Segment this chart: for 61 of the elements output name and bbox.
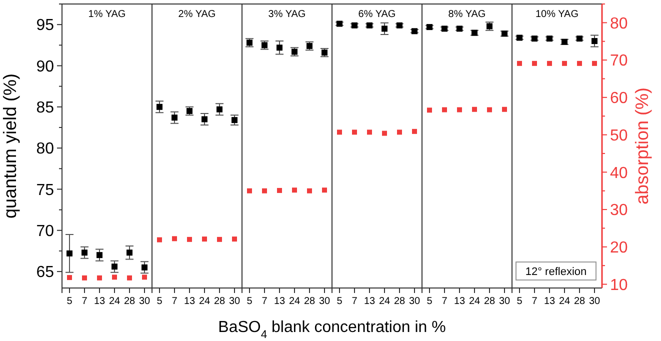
y-tick-label: 80 xyxy=(36,140,54,158)
annotation: 12° reflexion xyxy=(525,266,587,278)
x-tick-label: 28 xyxy=(124,296,136,307)
y-tick-label: 70 xyxy=(36,222,54,240)
y2-tick-label: 80 xyxy=(610,15,628,32)
text: 1% YAG xyxy=(88,9,126,20)
x-tick-label: 30 xyxy=(588,296,600,307)
y-tick-label: 85 xyxy=(36,100,54,116)
x-tick-label: 13 xyxy=(544,296,556,307)
x-tick-label: 13 xyxy=(454,296,466,307)
x-tick-label: 30 xyxy=(228,296,240,307)
y2-tick-label: 70 xyxy=(610,52,628,70)
x-tick-label: 24 xyxy=(378,296,390,307)
x-tick-label: 13 xyxy=(274,296,286,307)
y2-tick-label: 60 xyxy=(610,90,628,108)
x-tick-label: 24 xyxy=(288,296,300,307)
y-axis-title: quantum yield (%) xyxy=(0,73,20,219)
x-axis-title: BaSO$_{4}$ blank concentration in % xyxy=(218,319,446,341)
x-tick-label: 7 xyxy=(442,296,448,307)
x-tick-label: 24 xyxy=(558,296,570,307)
y2-tick-label: 50 xyxy=(610,127,628,144)
y2-tick-label: 20 xyxy=(610,239,628,256)
y2-tick-label: 30 xyxy=(610,202,628,220)
x-tick-label: 13 xyxy=(364,296,376,307)
y2-tick-label: 10 xyxy=(610,276,628,294)
x-tick-label: 13 xyxy=(184,296,196,307)
x-tick-label: 7 xyxy=(532,296,538,307)
text: 10% YAG xyxy=(536,9,579,20)
y-tick-label: 75 xyxy=(36,182,54,199)
x-tick-label: 28 xyxy=(304,296,316,307)
x-tick-label: 7 xyxy=(352,296,358,307)
text: 8% YAG xyxy=(448,9,486,20)
x-tick-label: 24 xyxy=(468,296,480,307)
x-tick-label: 13 xyxy=(94,296,106,307)
x-tick-label: 30 xyxy=(138,296,150,307)
x-tick-label: 28 xyxy=(394,296,406,307)
x-tick-label: 7 xyxy=(172,296,178,307)
x-tick-label: 5 xyxy=(516,296,523,307)
x-tick-label: 5 xyxy=(336,296,343,307)
x-tick-label: 30 xyxy=(408,296,420,307)
y2-axis-title: absorption (%) xyxy=(632,87,652,205)
y2-tick-label: 40 xyxy=(610,164,628,182)
x-tick-label: 30 xyxy=(498,296,510,307)
x-tick-label: 5 xyxy=(246,296,253,307)
x-tick-label: 5 xyxy=(156,296,163,307)
x-tick-label: 28 xyxy=(214,296,226,307)
x-tick-label: 24 xyxy=(198,296,210,307)
x-tick-label: 7 xyxy=(82,296,88,307)
x-tick-label: 5 xyxy=(426,296,433,307)
text: 6% YAG xyxy=(358,9,396,20)
x-tick-label: 28 xyxy=(484,296,496,307)
x-tick-label: 7 xyxy=(262,296,268,307)
x-tick-label: 28 xyxy=(574,296,586,307)
y-tick-label: 95 xyxy=(36,17,54,34)
text: 2% YAG xyxy=(178,9,216,20)
text: 3% YAG xyxy=(268,9,306,20)
y-tick-label: 65 xyxy=(36,264,54,282)
x-tick-label: 24 xyxy=(108,296,120,307)
x-tick-label: 5 xyxy=(66,296,73,307)
x-tick-label: 30 xyxy=(318,296,330,307)
y-tick-label: 90 xyxy=(36,58,54,76)
